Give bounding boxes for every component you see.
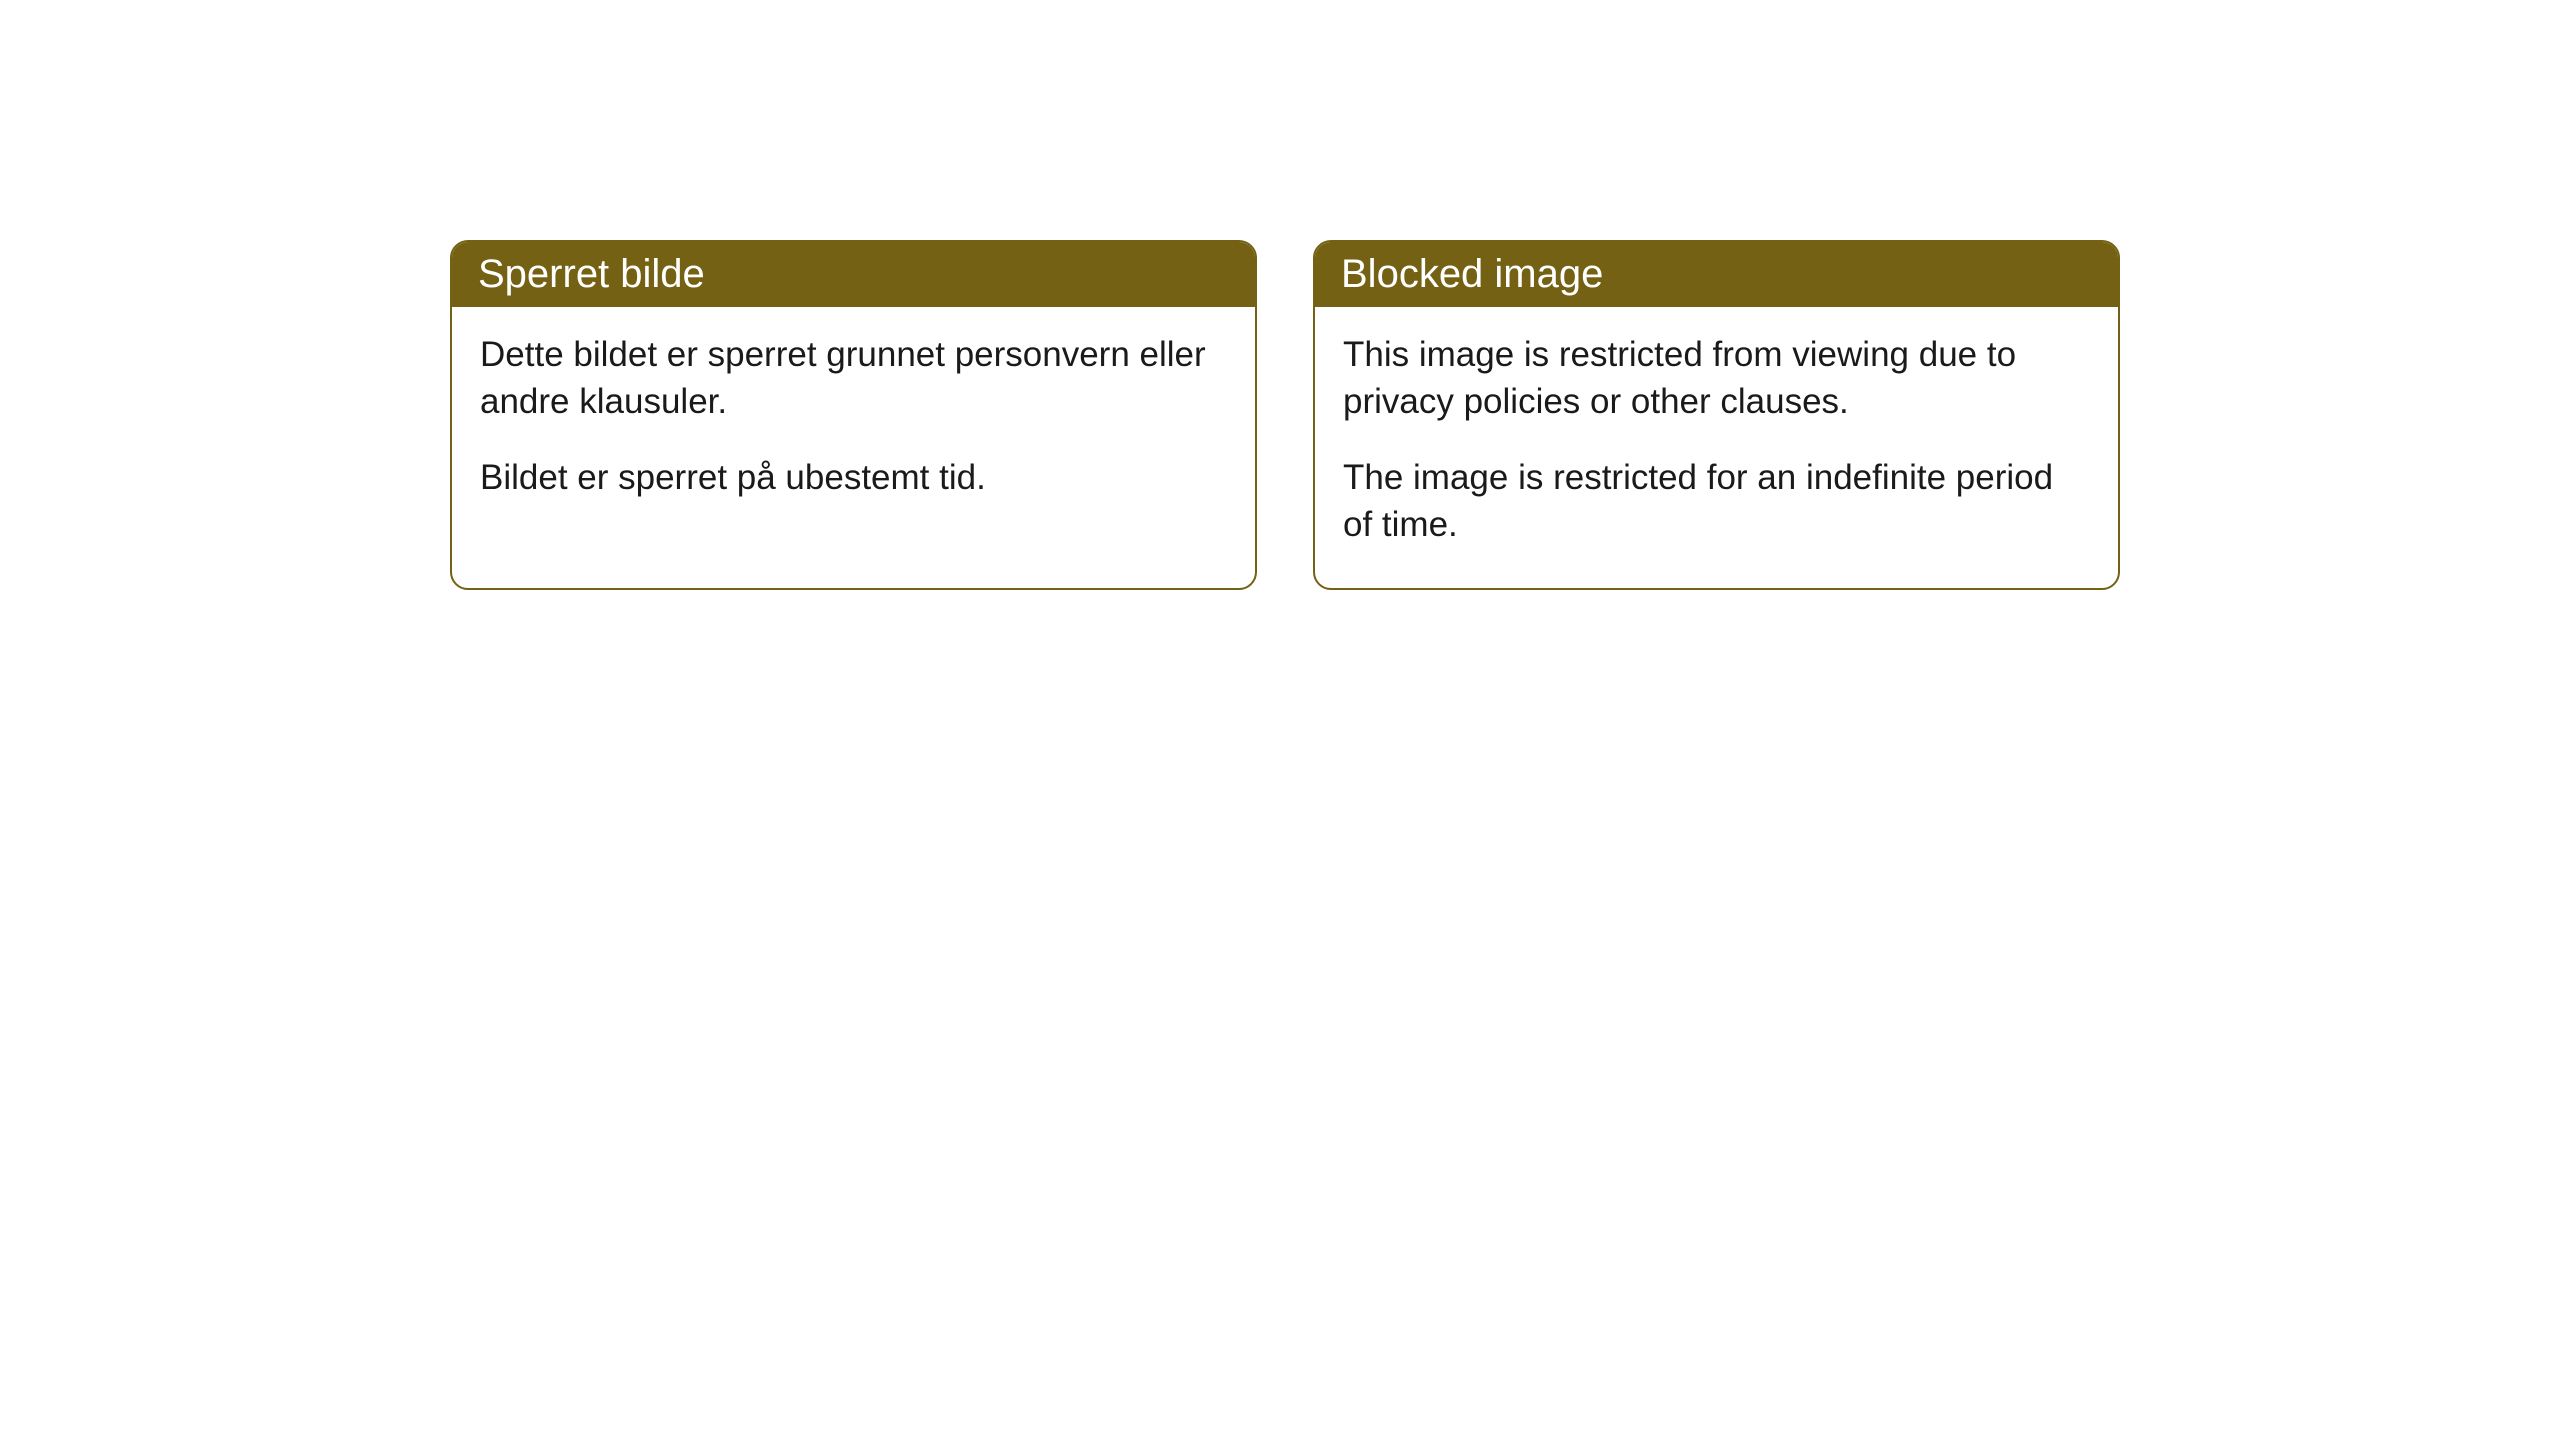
card-header: Blocked image (1315, 242, 2118, 307)
card-paragraph: Dette bildet er sperret grunnet personve… (480, 331, 1227, 426)
card-title: Blocked image (1341, 252, 1603, 296)
notice-cards-container: Sperret bilde Dette bildet er sperret gr… (450, 240, 2120, 590)
card-paragraph: This image is restricted from viewing du… (1343, 331, 2090, 426)
card-body: Dette bildet er sperret grunnet personve… (452, 307, 1255, 541)
card-body: This image is restricted from viewing du… (1315, 307, 2118, 588)
notice-card-english: Blocked image This image is restricted f… (1313, 240, 2120, 590)
notice-card-norwegian: Sperret bilde Dette bildet er sperret gr… (450, 240, 1257, 590)
card-header: Sperret bilde (452, 242, 1255, 307)
card-paragraph: Bildet er sperret på ubestemt tid. (480, 454, 1227, 501)
card-title: Sperret bilde (478, 252, 705, 296)
card-paragraph: The image is restricted for an indefinit… (1343, 454, 2090, 549)
